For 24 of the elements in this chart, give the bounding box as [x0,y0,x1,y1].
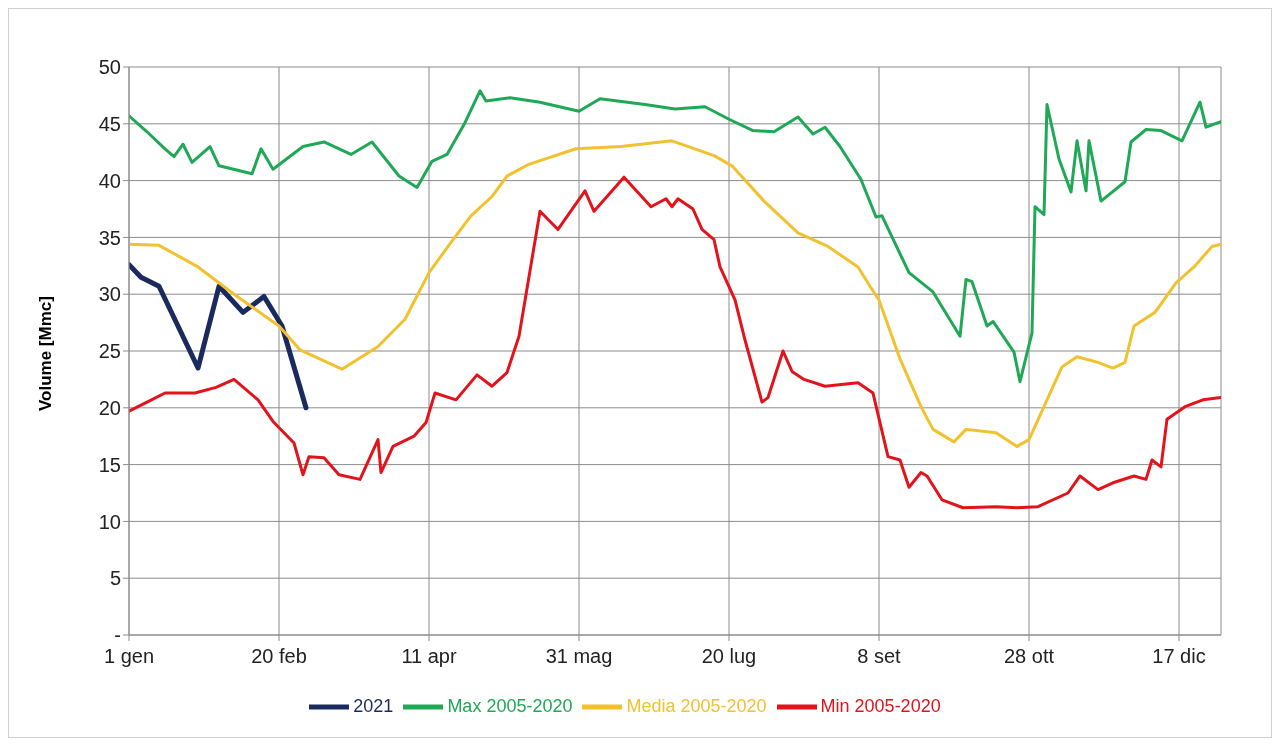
x-tick-label: 8 set [857,645,902,668]
legend-label: Max 2005-2020 [447,695,573,716]
legend-label: 2021 [353,695,394,716]
y-tick-label: 35 [98,226,121,249]
x-tick-label: 28 ott [1003,645,1055,668]
y-tick-label: 40 [98,169,121,192]
x-tick-label: 20 feb [251,645,307,668]
y-tick-label: 25 [98,340,121,363]
y-tick-label: 5 [109,567,121,590]
legend-label: Min 2005-2020 [820,695,941,716]
y-tick-label: 10 [98,510,121,533]
y-tick-label: 15 [98,453,121,476]
legend-label: Media 2005-2020 [626,695,767,716]
y-tick-label: 20 [98,396,121,419]
y-tick-label: 50 [98,56,121,79]
x-tick-label: 17 dic [1152,645,1206,668]
x-tick-label: 31 mag [545,645,613,668]
x-tick-label: 20 lug [701,645,757,668]
x-tick-label: 1 gen [103,645,155,668]
y-tick-label: - [114,624,121,647]
y-tick-label: 45 [98,112,121,135]
y-axis-title: Volume [Mmc] [36,296,56,411]
y-tick-label: 30 [98,283,121,306]
x-tick-label: 11 apr [401,645,457,668]
